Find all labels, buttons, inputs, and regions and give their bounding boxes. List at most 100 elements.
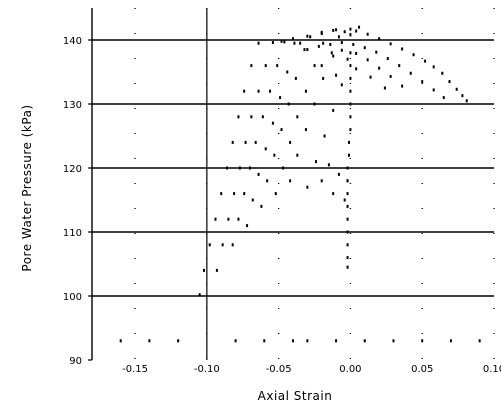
data-point (329, 42, 332, 46)
data-point (313, 102, 316, 106)
data-point (237, 217, 240, 221)
data-point (337, 172, 340, 176)
data-point (260, 204, 263, 208)
data-point (314, 160, 317, 164)
data-point (346, 57, 349, 61)
data-point (412, 53, 415, 57)
data-point (401, 84, 404, 88)
data-point (234, 339, 237, 343)
data-point (254, 140, 257, 144)
data-point (346, 217, 349, 221)
data-point (389, 42, 392, 46)
data-point (349, 27, 352, 31)
data-point (347, 140, 350, 144)
data-point (293, 41, 296, 45)
x-tick-label: -0.05 (266, 364, 292, 375)
data-point (292, 339, 294, 343)
data-point (214, 217, 217, 221)
y-tick-label: 120 (63, 164, 82, 175)
data-point (286, 70, 289, 74)
data-point (461, 94, 464, 98)
data-point (455, 87, 458, 91)
data-point (257, 89, 260, 93)
x-axis-title: Axial Strain (258, 389, 333, 403)
data-point (332, 108, 335, 112)
data-point (320, 179, 323, 183)
data-point (349, 76, 352, 80)
data-point (392, 339, 395, 343)
data-point (441, 71, 444, 75)
data-point (442, 96, 445, 100)
y-tick-label: 140 (63, 36, 82, 47)
data-point (349, 51, 352, 55)
data-point (289, 179, 292, 183)
data-point (340, 41, 343, 45)
data-point (337, 35, 340, 39)
data-point (244, 140, 247, 144)
data-point (296, 153, 299, 157)
data-point (465, 99, 468, 103)
data-point (271, 41, 274, 45)
data-point (432, 88, 435, 92)
data-point (378, 37, 381, 41)
data-point (349, 128, 352, 132)
data-point (281, 166, 284, 170)
grid-layer (92, 8, 495, 360)
data-point (148, 339, 151, 343)
data-point (266, 179, 269, 183)
data-point (303, 48, 306, 52)
data-point (177, 339, 180, 343)
data-point (251, 198, 254, 202)
x-tick-label: -0.10 (194, 364, 220, 375)
x-tick-label: 0.00 (339, 364, 361, 375)
data-point (340, 48, 343, 52)
data-point (389, 74, 392, 78)
data-point (478, 339, 481, 343)
data-point (323, 134, 326, 138)
data-point (320, 64, 323, 68)
data-point (237, 115, 240, 119)
data-point (369, 75, 372, 79)
data-point (346, 265, 349, 269)
data-point (335, 28, 338, 32)
data-point (248, 166, 251, 170)
data-point (366, 32, 369, 36)
data-point (386, 57, 389, 61)
data-point (225, 166, 228, 170)
tick-labels: 140 130 120 110 100 90 -0.15 -0.10 -0.05 0.00 0.05… (63, 36, 501, 375)
data-point (449, 339, 452, 343)
x-tick-label: 0.05 (411, 364, 433, 375)
data-point (263, 339, 266, 343)
data-point (233, 192, 236, 196)
data-point (264, 147, 267, 151)
data-point (355, 67, 358, 71)
data-point (332, 28, 335, 32)
data-point (349, 64, 352, 68)
data-point (220, 192, 223, 196)
data-points (119, 25, 481, 343)
data-point (289, 140, 292, 144)
data-point (346, 243, 349, 247)
axis-layer (88, 8, 93, 361)
data-point (221, 243, 224, 247)
data-point (448, 80, 451, 84)
data-point (355, 51, 358, 55)
data-point (375, 50, 378, 54)
data-point (215, 268, 218, 272)
x-tick-label: -0.15 (122, 364, 148, 375)
data-point (283, 40, 286, 44)
data-point (332, 192, 335, 196)
data-point (398, 64, 401, 68)
data-point (343, 198, 346, 202)
data-point (309, 35, 312, 39)
data-point (257, 172, 260, 176)
data-point (349, 115, 352, 119)
data-point (317, 44, 320, 48)
data-point (306, 34, 309, 38)
data-point (421, 339, 424, 343)
data-point (320, 32, 323, 36)
y-tick-label: 90 (69, 356, 82, 367)
data-point (346, 166, 349, 170)
data-point (346, 179, 349, 183)
data-point (335, 73, 338, 77)
